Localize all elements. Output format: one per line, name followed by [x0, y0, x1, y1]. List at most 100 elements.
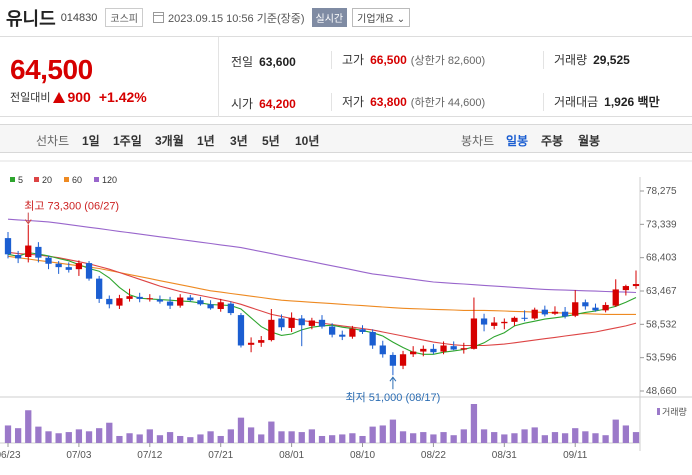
candle-body	[4, 238, 12, 255]
volume-bar	[460, 429, 467, 443]
stock-header: 유니드 014830 코스피 2023.09.15 10:56 기준(장중) 실…	[0, 0, 692, 35]
volume-bar	[501, 434, 508, 443]
x-tick-label: 08/01	[279, 450, 304, 461]
volume-bar	[45, 431, 52, 443]
volume: 거래량 29,525	[543, 51, 630, 69]
candle-body	[278, 318, 285, 328]
volume-bar	[410, 433, 417, 443]
y-tick-label: 63,467	[646, 286, 677, 297]
period-1d[interactable]: 1일	[82, 134, 100, 148]
price-chart[interactable]: 5 20 60 120 78,275 73,339 68,403 63,467 58,532 53…	[0, 153, 692, 475]
volume-bar	[521, 429, 528, 443]
candle-body	[146, 298, 153, 300]
company-info-button[interactable]: 기업개요 ⌄	[352, 8, 411, 27]
legend-label-ma20: 20	[42, 175, 52, 185]
trade-amount: 거래대금 1,926 백만	[543, 93, 660, 111]
candle-body	[126, 296, 133, 299]
candle-body	[288, 317, 295, 328]
candle-body	[561, 311, 569, 317]
y-tick-label: 78,275	[646, 186, 677, 197]
open-value: 64,200	[259, 97, 296, 111]
volume-bar	[602, 435, 609, 443]
candle-body	[501, 321, 508, 324]
candle-body	[541, 309, 548, 315]
volume-legend-swatch	[657, 408, 660, 415]
period-3y[interactable]: 3년	[230, 134, 248, 148]
volume-bar	[318, 435, 326, 443]
candle-body	[187, 297, 194, 301]
low-value: 63,800	[370, 95, 407, 109]
prev-close-value: 63,600	[259, 55, 296, 69]
candle-body	[116, 298, 123, 306]
stock-name: 유니드	[6, 8, 56, 29]
candle-chart-label: 봉차트	[461, 134, 495, 148]
chart-toolbar: 선차트 1일 1주일 3개월 1년 3년 5년 10년 봉차트 일봉 주봉 월봉	[0, 124, 692, 153]
candle-body	[268, 319, 275, 341]
prev-close-label: 전일	[231, 55, 254, 69]
x-tick-label: 07/03	[66, 450, 91, 461]
candle-body	[207, 304, 214, 309]
period-3m[interactable]: 3개월	[155, 134, 184, 148]
line-ma120	[7, 218, 637, 294]
candle-weekly[interactable]: 주봉	[541, 134, 564, 148]
candle-monthly[interactable]: 월봉	[578, 134, 601, 148]
price-summary: 64,500 전일대비 900 +1.42% 전일 63,600 고가 66,5…	[0, 36, 692, 117]
open-label: 시가	[231, 97, 254, 111]
candle-body	[25, 245, 32, 258]
candle-body	[217, 302, 224, 310]
candle-body	[339, 334, 346, 337]
volume-bar	[450, 435, 457, 443]
volume-bar	[14, 428, 22, 443]
volume-bar	[288, 431, 295, 443]
volume-bar	[278, 431, 285, 443]
period-10y[interactable]: 10년	[295, 134, 320, 148]
volume-bar	[541, 435, 548, 443]
volume-bar	[298, 432, 305, 443]
volume-bar	[632, 432, 640, 443]
volume-value: 29,525	[593, 53, 630, 67]
candle-body	[470, 318, 478, 349]
volume-legend-label: 거래량	[662, 406, 687, 417]
volume-bar	[75, 429, 83, 443]
period-1y[interactable]: 1년	[197, 134, 215, 148]
amount-label: 거래대금	[554, 95, 599, 109]
candle-body	[389, 354, 397, 366]
volume-bar	[268, 421, 275, 443]
volume-bar	[258, 434, 265, 443]
candle-body	[511, 317, 518, 322]
y-tick-label: 58,532	[646, 319, 677, 330]
amount-value: 1,926 백만	[604, 95, 660, 109]
volume-bar	[116, 435, 123, 443]
candle-body	[45, 257, 52, 264]
volume-bar	[25, 410, 32, 443]
volume-bar	[491, 432, 498, 443]
x-tick-label: 09/11	[563, 450, 588, 461]
realtime-badge[interactable]: 실시간	[311, 8, 348, 27]
company-info-label: 기업개요	[357, 14, 394, 25]
candle-daily[interactable]: 일봉	[506, 134, 529, 148]
quote-datetime: 2023.09.15 10:56 기준(장중)	[168, 12, 305, 25]
price-change: 전일대비 900 +1.42%	[10, 89, 147, 105]
volume-bar	[96, 428, 103, 443]
volume-bar	[65, 432, 72, 443]
period-1w[interactable]: 1주일	[113, 134, 142, 148]
line-chart-label: 선차트	[36, 134, 70, 148]
candle-body	[359, 329, 366, 332]
volume-bar	[4, 425, 12, 443]
candle-body	[318, 319, 326, 327]
x-tick-label: 08/10	[350, 450, 375, 461]
volume-bar	[55, 433, 62, 443]
period-5y[interactable]: 5년	[262, 134, 280, 148]
max-annotation-label: 최고 73,300 (06/27)	[24, 200, 119, 213]
legend-label-ma60: 60	[72, 175, 82, 185]
candle-body	[14, 254, 22, 259]
candle-body	[65, 267, 72, 270]
volume-bar	[308, 429, 316, 443]
candle-body	[430, 348, 437, 353]
legend-swatch-ma20	[34, 177, 39, 182]
candle-body	[156, 299, 164, 302]
volume-bar	[511, 433, 518, 443]
volume-bar	[166, 432, 174, 443]
candle-body	[177, 297, 184, 306]
low-label: 저가	[342, 95, 365, 109]
